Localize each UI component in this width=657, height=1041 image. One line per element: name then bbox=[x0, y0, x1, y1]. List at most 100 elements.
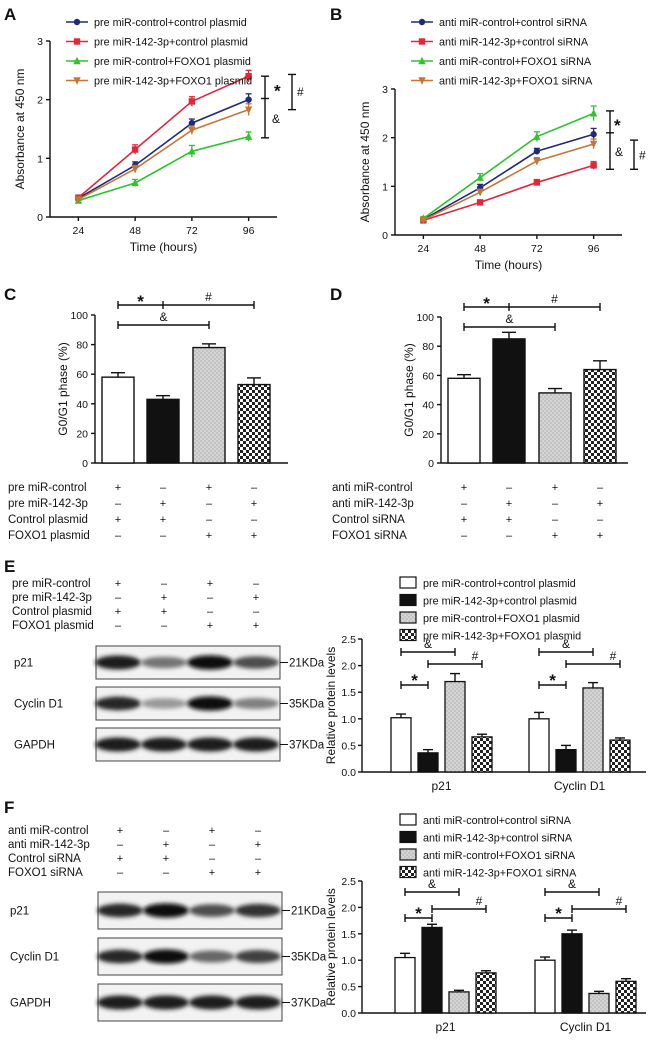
protein-band bbox=[235, 995, 281, 1010]
condition-sign: – bbox=[207, 592, 214, 604]
category-label: Cyclin D1 bbox=[554, 779, 606, 793]
bar bbox=[192, 346, 226, 464]
protein-band bbox=[141, 656, 187, 669]
x-tick-label: 24 bbox=[73, 225, 85, 237]
y-tick-label: 2 bbox=[37, 95, 43, 107]
condition-sign: + bbox=[253, 620, 259, 632]
protein-band bbox=[189, 904, 235, 917]
condition-sign: + bbox=[117, 853, 123, 865]
condition-sign: – bbox=[461, 498, 468, 510]
sig-star-label: * bbox=[614, 116, 621, 135]
data-point bbox=[589, 109, 598, 117]
data-point bbox=[418, 18, 426, 26]
sig-amp-label: & bbox=[562, 637, 570, 651]
condition-sign: + bbox=[253, 592, 259, 604]
y-tick-label: 1.0 bbox=[341, 955, 356, 967]
data-point bbox=[418, 38, 426, 45]
condition-sign: + bbox=[160, 514, 166, 526]
protein-band bbox=[143, 949, 189, 964]
condition-sign: + bbox=[255, 867, 261, 879]
legend-label: anti miR-control+control siRNA bbox=[439, 17, 588, 29]
sig-amp-label: & bbox=[159, 310, 167, 324]
sig-amp-label: & bbox=[424, 637, 432, 651]
y-tick-label: 1.5 bbox=[341, 929, 356, 941]
kda-label: 21KDa bbox=[291, 906, 327, 918]
condition-label: FOXO1 siRNA bbox=[8, 867, 83, 879]
condition-sign: + bbox=[255, 839, 261, 851]
y-tick-label: 60 bbox=[76, 369, 88, 381]
band-label: p21 bbox=[10, 906, 29, 918]
condition-sign: + bbox=[117, 825, 123, 837]
protein-band bbox=[187, 737, 233, 752]
condition-sign: + bbox=[552, 530, 558, 542]
bar bbox=[390, 717, 412, 773]
sig-amp-label: & bbox=[428, 877, 436, 891]
protein-band bbox=[235, 903, 281, 918]
condition-sign: + bbox=[506, 514, 512, 526]
line-chart-b: 0 1 2 3 24 48 72 96 Time (hours) Absorbance at 45… bbox=[358, 17, 646, 272]
western-blot-e: pre miR-control + – + – pre miR-142-3p – + – + Con… bbox=[12, 578, 325, 762]
data-point bbox=[533, 157, 541, 166]
data-point bbox=[590, 162, 597, 169]
protein-band bbox=[233, 737, 279, 752]
legend-swatch bbox=[399, 848, 417, 861]
condition-sign: – bbox=[115, 498, 122, 510]
series-line bbox=[423, 143, 594, 221]
y-tick-label: 40 bbox=[76, 399, 88, 411]
data-point bbox=[589, 140, 598, 149]
bar bbox=[555, 749, 577, 773]
sig-star-label: * bbox=[415, 904, 422, 923]
bar bbox=[394, 956, 416, 1014]
condition-sign: – bbox=[253, 578, 260, 590]
condition-sign: – bbox=[506, 530, 513, 542]
sig-star-label: * bbox=[411, 671, 418, 690]
legend-swatch bbox=[399, 593, 417, 607]
legend-label: anti miR-142-3p+FOXO1 siRNA bbox=[423, 868, 577, 880]
bar bbox=[421, 926, 443, 1014]
protein-band bbox=[187, 696, 233, 711]
legend-label: pre miR-control+FOXO1 plasmid bbox=[94, 56, 251, 68]
condition-sign: – bbox=[251, 514, 258, 526]
kda-label: 35KDa bbox=[291, 952, 327, 964]
y-tick-label: 40 bbox=[422, 400, 434, 412]
y-tick-label: 2.5 bbox=[341, 876, 356, 888]
legend-label: pre miR-142-3p+control plasmid bbox=[94, 37, 248, 49]
y-tick-label: 100 bbox=[70, 310, 88, 322]
data-point bbox=[188, 98, 196, 105]
x-tick-label: 96 bbox=[588, 243, 600, 255]
panel-label-f: F bbox=[4, 798, 14, 817]
y-tick-label: 2.5 bbox=[341, 634, 356, 646]
y-tick-label: 0 bbox=[82, 458, 88, 470]
y-tick-label: 60 bbox=[422, 370, 434, 382]
legend-label: anti miR-control+FOXO1 siRNA bbox=[439, 56, 592, 68]
condition-sign: – bbox=[206, 498, 213, 510]
legend-label: pre miR-142-3p+control plasmid bbox=[423, 596, 577, 608]
sig-hash-label: # bbox=[551, 292, 558, 306]
condition-sign: – bbox=[552, 498, 559, 510]
data-point bbox=[533, 148, 541, 155]
y-tick-label: 100 bbox=[416, 312, 434, 324]
protein-band bbox=[143, 903, 189, 918]
data-point bbox=[418, 77, 426, 85]
y-tick-label: 0.0 bbox=[341, 767, 356, 779]
sig-hash-label: # bbox=[205, 290, 212, 304]
condition-label: pre miR-control bbox=[12, 578, 91, 590]
data-point bbox=[244, 132, 253, 140]
protein-band bbox=[187, 655, 233, 670]
condition-sign: – bbox=[160, 530, 167, 542]
condition-sign: + bbox=[115, 482, 121, 494]
panel-label-b: B bbox=[330, 5, 342, 24]
category-label: p21 bbox=[435, 1020, 455, 1034]
y-tick-label: 0.5 bbox=[341, 740, 356, 752]
bar bbox=[444, 680, 466, 773]
condition-sign: – bbox=[255, 853, 262, 865]
legend-swatch bbox=[399, 628, 417, 642]
bar bbox=[417, 752, 439, 773]
data-point bbox=[74, 196, 83, 204]
data-point bbox=[73, 77, 81, 85]
condition-sign: – bbox=[207, 606, 214, 618]
condition-label: anti miR-142-3p bbox=[8, 839, 90, 851]
y-tick-label: 1.0 bbox=[341, 714, 356, 726]
protein-band bbox=[141, 737, 187, 752]
